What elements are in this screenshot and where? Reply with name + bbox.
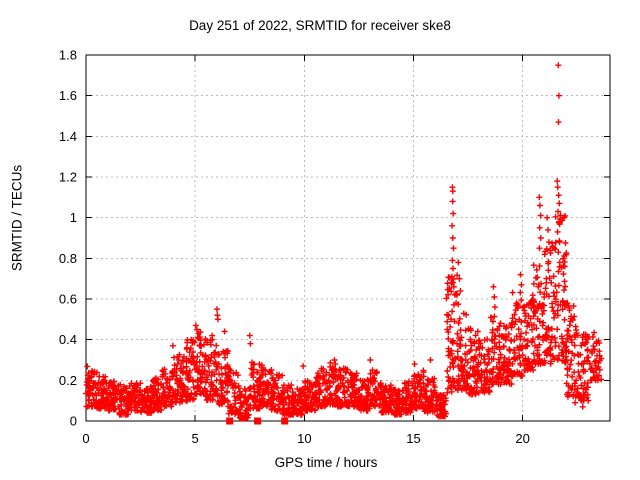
zero-flag-square [226, 417, 234, 425]
x-tick-label: 20 [515, 431, 529, 446]
y-tick-label: 1.6 [59, 88, 77, 103]
y-tick-label: 1.2 [59, 170, 77, 185]
plot-border [85, 54, 611, 422]
zero-flag-square [254, 417, 262, 425]
y-tick-label: 1.4 [59, 129, 77, 144]
data-points-flags [226, 417, 289, 425]
x-tick-label: 5 [192, 431, 199, 446]
data-points-srmtid [83, 62, 605, 422]
y-tick-label: 0.2 [59, 373, 77, 388]
y-tick-label: 0.6 [59, 292, 77, 307]
x-tick-label: 10 [297, 431, 311, 446]
tick-labels: 0 0.2 0.4 0.6 0.8 1 1.2 1.4 1.6 1.8 0 5 10 15 20 [59, 48, 530, 447]
x-axis-label: GPS time / hours [274, 455, 378, 470]
y-tick-label: 0.8 [59, 251, 77, 266]
y-tick-label: 0.4 [59, 332, 77, 347]
y-tick-label: 1.8 [59, 48, 77, 63]
x-tick-label: 0 [82, 431, 89, 446]
zero-flag-square [281, 417, 289, 425]
x-tick-label: 15 [406, 431, 420, 446]
y-tick-label: 0 [70, 414, 77, 429]
y-tick-label: 1 [70, 210, 77, 225]
chart-title: Day 251 of 2022, SRMTID for receiver ske… [189, 18, 451, 33]
